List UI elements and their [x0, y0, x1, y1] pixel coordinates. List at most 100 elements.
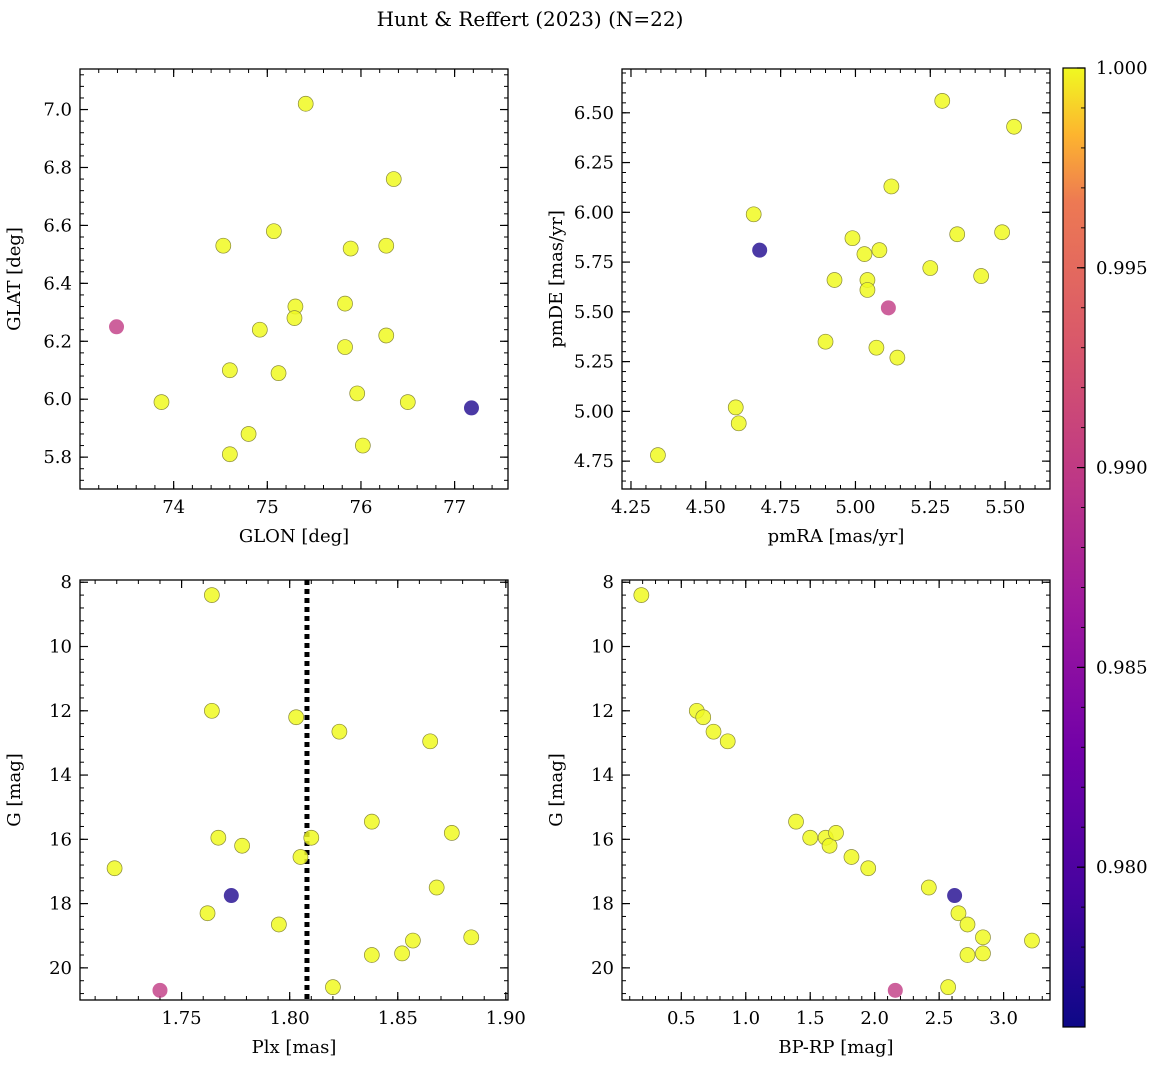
- y-tick-label: 10: [591, 637, 614, 658]
- x-tick-label: 1.90: [486, 1008, 526, 1029]
- y-axis-label: G [mag]: [546, 753, 567, 826]
- scatter-point: [887, 982, 903, 998]
- x-axis-label: GLON [deg]: [239, 526, 349, 547]
- scatter-point: [922, 260, 939, 276]
- scatter-point: [152, 982, 168, 998]
- scatter-point: [859, 282, 876, 298]
- axes-frame: [621, 68, 1051, 490]
- scatter-point: [880, 300, 896, 316]
- colorbar-tick-label: 0.985: [1096, 657, 1148, 678]
- x-tick-label: 1.75: [162, 1008, 202, 1029]
- y-tick-label: 18: [591, 894, 614, 915]
- scatter-point: [223, 888, 239, 904]
- scatter-point: [215, 237, 232, 254]
- x-tick-label: 0.5: [667, 1008, 696, 1029]
- scatter-point: [399, 394, 416, 410]
- x-tick-label: 2.5: [925, 1008, 954, 1029]
- scatter-point: [730, 415, 747, 432]
- scatter-point: [745, 206, 762, 223]
- x-tick-label: 75: [256, 497, 279, 518]
- scatter-point: [288, 709, 305, 726]
- scatter-point: [106, 860, 123, 877]
- panel-bottom-left: 1.75 1.80 1.85 1.90 8 10 12 14 16 18 20 Plx [mas] G …: [4, 572, 526, 1058]
- scatter-point: [240, 426, 257, 442]
- y-tick-label: 8: [603, 572, 614, 593]
- y-tick-label: 6.25: [574, 153, 614, 174]
- y-tick-label: 6.6: [43, 215, 72, 236]
- panel-top-left: 74 75 76 77 5.8 6.0 6.2 6.4 6.6 6.8 7.0 GLON [deg] G…: [4, 68, 509, 547]
- y-tick-label: 6.2: [43, 331, 72, 352]
- scatter-point: [221, 446, 238, 463]
- scatter-point: [385, 171, 402, 187]
- y-tick-label: 5.8: [43, 447, 72, 468]
- y-tick-label: 6.50: [574, 103, 614, 124]
- x-tick-label: 5.50: [985, 497, 1025, 518]
- scatter-point: [271, 916, 287, 933]
- scatter-point: [428, 879, 445, 896]
- colorbar-tick-label: 0.980: [1096, 857, 1148, 878]
- scatter-point: [650, 447, 666, 464]
- x-tick-label: 74: [162, 497, 185, 518]
- scatter-point: [363, 947, 380, 963]
- colorbar-tick-label: 0.995: [1096, 258, 1148, 279]
- scatter-point: [727, 399, 744, 416]
- x-tick-label: 4.50: [686, 497, 726, 518]
- scatter-point: [394, 945, 410, 962]
- scatter-point: [889, 349, 906, 366]
- scatter-point: [337, 295, 353, 312]
- y-tick-label: 10: [49, 637, 72, 658]
- scatter-point: [821, 837, 838, 854]
- scatter-point: [303, 829, 320, 846]
- scatter-point: [994, 224, 1010, 241]
- scatter-point: [959, 947, 976, 963]
- scatter-point: [463, 400, 479, 416]
- scatter-point: [443, 825, 460, 841]
- x-tick-label: 1.0: [731, 1008, 760, 1029]
- x-axis-label: BP-RP [mag]: [778, 1037, 893, 1058]
- y-tick-label: 7.0: [43, 100, 72, 121]
- scatter-point: [633, 587, 650, 603]
- scatter-point: [856, 246, 873, 262]
- y-tick-label: 20: [591, 958, 614, 979]
- y-tick-label: 5.75: [574, 252, 614, 273]
- y-tick-label: 16: [591, 829, 614, 850]
- panel-bottom-right: 0.5 1.0 1.5 2.0 2.5 3.0 8 10 12 14 16 18 20 BP-RP [ma…: [546, 572, 1051, 1058]
- y-tick-label: 5.00: [574, 401, 614, 422]
- x-tick-label: 1.85: [378, 1008, 418, 1029]
- y-axis-label: G [mag]: [4, 753, 25, 826]
- x-tick-label: 4.75: [761, 497, 801, 518]
- colorbar-tick-label: 0.990: [1096, 458, 1148, 479]
- scatter-point: [828, 825, 844, 841]
- scatter-point: [210, 829, 227, 846]
- x-tick-label: 1.5: [796, 1008, 825, 1029]
- scatter-point: [204, 702, 220, 719]
- y-tick-label: 4.75: [574, 451, 614, 472]
- x-tick-label: 77: [443, 497, 466, 518]
- scatter-point: [817, 333, 834, 350]
- scatter-point: [940, 979, 957, 995]
- scatter-point: [1006, 118, 1022, 135]
- scatter-point: [788, 813, 804, 830]
- y-tick-label: 6.4: [43, 273, 72, 294]
- scatter-point: [973, 268, 990, 284]
- scatter-point: [949, 226, 966, 243]
- scatter-point: [826, 272, 843, 288]
- colorbar-tick-label: 1.000: [1096, 58, 1148, 79]
- x-tick-label: 76: [350, 497, 373, 518]
- x-tick-label: 5.25: [910, 497, 950, 518]
- scatter-point: [266, 223, 282, 240]
- y-tick-label: 5.25: [574, 352, 614, 373]
- scatter-point: [153, 394, 170, 410]
- scatter-point: [695, 709, 712, 726]
- scatter-point: [705, 723, 722, 740]
- figure-title: Hunt & Reffert (2023) (N=22): [377, 7, 684, 31]
- scatter-point: [868, 339, 885, 356]
- scatter-point: [975, 929, 991, 946]
- scatter-point: [204, 587, 220, 603]
- scatter-point: [843, 849, 860, 865]
- scatter-point: [422, 733, 439, 750]
- y-tick-label: 8: [61, 572, 72, 593]
- colorbar: 0.980 0.985 0.990 0.995 1.000: [1062, 58, 1148, 1028]
- scatter-point: [331, 723, 348, 740]
